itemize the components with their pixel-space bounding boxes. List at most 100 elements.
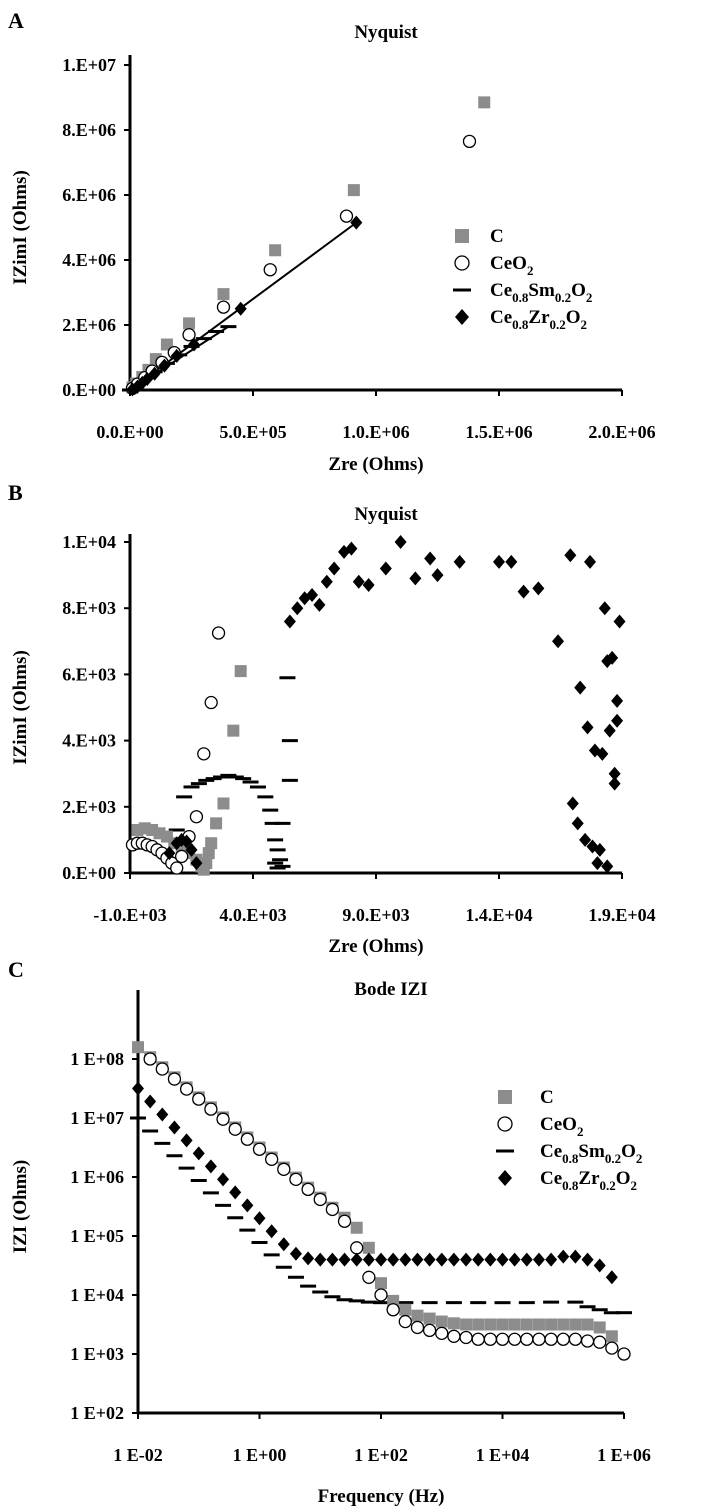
diamond-marker	[170, 348, 183, 363]
circle-marker	[189, 810, 204, 824]
circle-marker	[211, 626, 226, 640]
circle-marker	[204, 1102, 218, 1116]
y-tick-label: 1 E+04	[70, 1285, 124, 1305]
diamond-marker	[168, 1120, 181, 1135]
circle-marker	[454, 255, 470, 271]
square-marker	[411, 1309, 424, 1322]
diamond-marker	[328, 561, 341, 576]
y-tick-label: 2.E+06	[62, 315, 116, 335]
diamond-marker	[277, 1237, 290, 1252]
y-tick-label: 1 E+03	[70, 1344, 124, 1364]
diamond-marker	[144, 1094, 157, 1109]
circle-marker	[216, 1112, 230, 1126]
x-axis-label: Zre (Ohms)	[328, 936, 423, 957]
legend-label: C	[540, 1087, 554, 1108]
diamond-marker	[505, 554, 518, 569]
diamond-marker	[435, 1252, 448, 1267]
circle-marker	[252, 1142, 267, 1156]
series	[126, 215, 363, 397]
x-tick-label: 0.0.E+00	[96, 422, 163, 442]
square-marker	[200, 857, 213, 870]
diamond-marker	[180, 834, 193, 849]
diamond-marker	[447, 1252, 460, 1267]
diamond-marker	[472, 1252, 485, 1267]
diamond-marker	[217, 1172, 230, 1187]
diamond-marker	[283, 614, 296, 629]
diamond-marker	[591, 856, 604, 871]
diamond-marker	[598, 601, 611, 616]
circle-marker	[216, 300, 231, 314]
square-marker	[347, 184, 360, 197]
square-marker	[581, 1318, 594, 1331]
circle-marker	[520, 1332, 534, 1346]
diamond-marker	[564, 548, 577, 563]
circle-marker	[192, 1092, 206, 1106]
diamond-marker	[234, 301, 247, 316]
circle-marker	[170, 861, 184, 875]
diamond-marker	[613, 614, 626, 629]
legend-label: CeO2	[540, 1114, 583, 1139]
diamond-marker	[532, 1252, 545, 1267]
square-marker	[435, 1315, 448, 1328]
square-marker	[455, 229, 469, 243]
legend-label: Ce0.8Sm0.2O2	[490, 280, 592, 305]
diamond-marker	[338, 1252, 351, 1267]
y-tick-label: 1.E+07	[62, 55, 116, 75]
diamond-marker	[253, 1211, 266, 1226]
y-axis-label: IZI (Ohms)	[10, 1160, 31, 1253]
diamond-marker	[320, 574, 333, 589]
x-tick-label: 1 E+06	[597, 1445, 651, 1465]
diamond-marker	[496, 1252, 509, 1267]
circle-marker	[197, 747, 211, 761]
diamond-marker	[611, 693, 624, 708]
legend-label: Ce0.8Zr0.2O2	[540, 1168, 637, 1193]
diamond-marker	[484, 1252, 497, 1267]
circle-marker	[435, 1326, 449, 1340]
diamond-marker	[185, 842, 198, 857]
circle-marker	[313, 1192, 327, 1207]
diamond-marker	[603, 723, 616, 738]
y-tick-label: 1 E+02	[70, 1403, 124, 1423]
square-marker	[498, 1090, 512, 1104]
circle-marker	[462, 134, 477, 149]
x-tick-label: 1.9.E+04	[588, 905, 655, 925]
circle-marker	[410, 1320, 425, 1335]
square-marker	[496, 1318, 509, 1331]
y-tick-label: 1 E+07	[70, 1108, 124, 1128]
y-tick-label: 1.E+04	[62, 532, 116, 552]
series	[125, 626, 226, 875]
diamond-marker	[375, 1252, 387, 1267]
circle-marker	[339, 209, 354, 223]
legend-label: Ce0.8Zr0.2O2	[490, 307, 587, 332]
diamond-marker	[611, 713, 624, 728]
square-marker	[447, 1317, 460, 1330]
diamond-marker	[493, 554, 505, 569]
panel-C: C Bode IZI 1 E+02 1 E+03 1 E+04 1 E+05 1 E+06 1…	[8, 957, 651, 1507]
y-tick-label: 4.E+06	[62, 250, 116, 270]
square-marker	[210, 817, 223, 830]
chart-title: Nyquist	[354, 504, 418, 525]
diamond-marker	[423, 1252, 436, 1267]
circle-marker	[277, 1162, 291, 1176]
diamond-marker	[192, 1146, 205, 1161]
square-marker	[472, 1318, 485, 1331]
circle-marker	[568, 1332, 583, 1346]
panel-label: A	[8, 8, 24, 33]
y-tick-label: 2.E+03	[62, 797, 116, 817]
square-marker	[269, 244, 282, 257]
circle-marker	[155, 1062, 169, 1076]
y-tick-label: 1 E+06	[70, 1167, 124, 1187]
diamond-marker	[302, 1251, 315, 1266]
x-tick-label: -1.0.E+03	[93, 905, 166, 925]
series	[130, 1116, 632, 1315]
circle-marker	[362, 1270, 376, 1284]
circle-marker	[532, 1332, 546, 1346]
diamond-marker	[352, 574, 365, 589]
square-marker	[234, 665, 247, 678]
series	[122, 325, 618, 392]
diamond-marker	[605, 1270, 618, 1285]
panel-label: C	[8, 957, 24, 982]
diamond-marker	[517, 584, 530, 599]
square-marker	[532, 1318, 545, 1331]
